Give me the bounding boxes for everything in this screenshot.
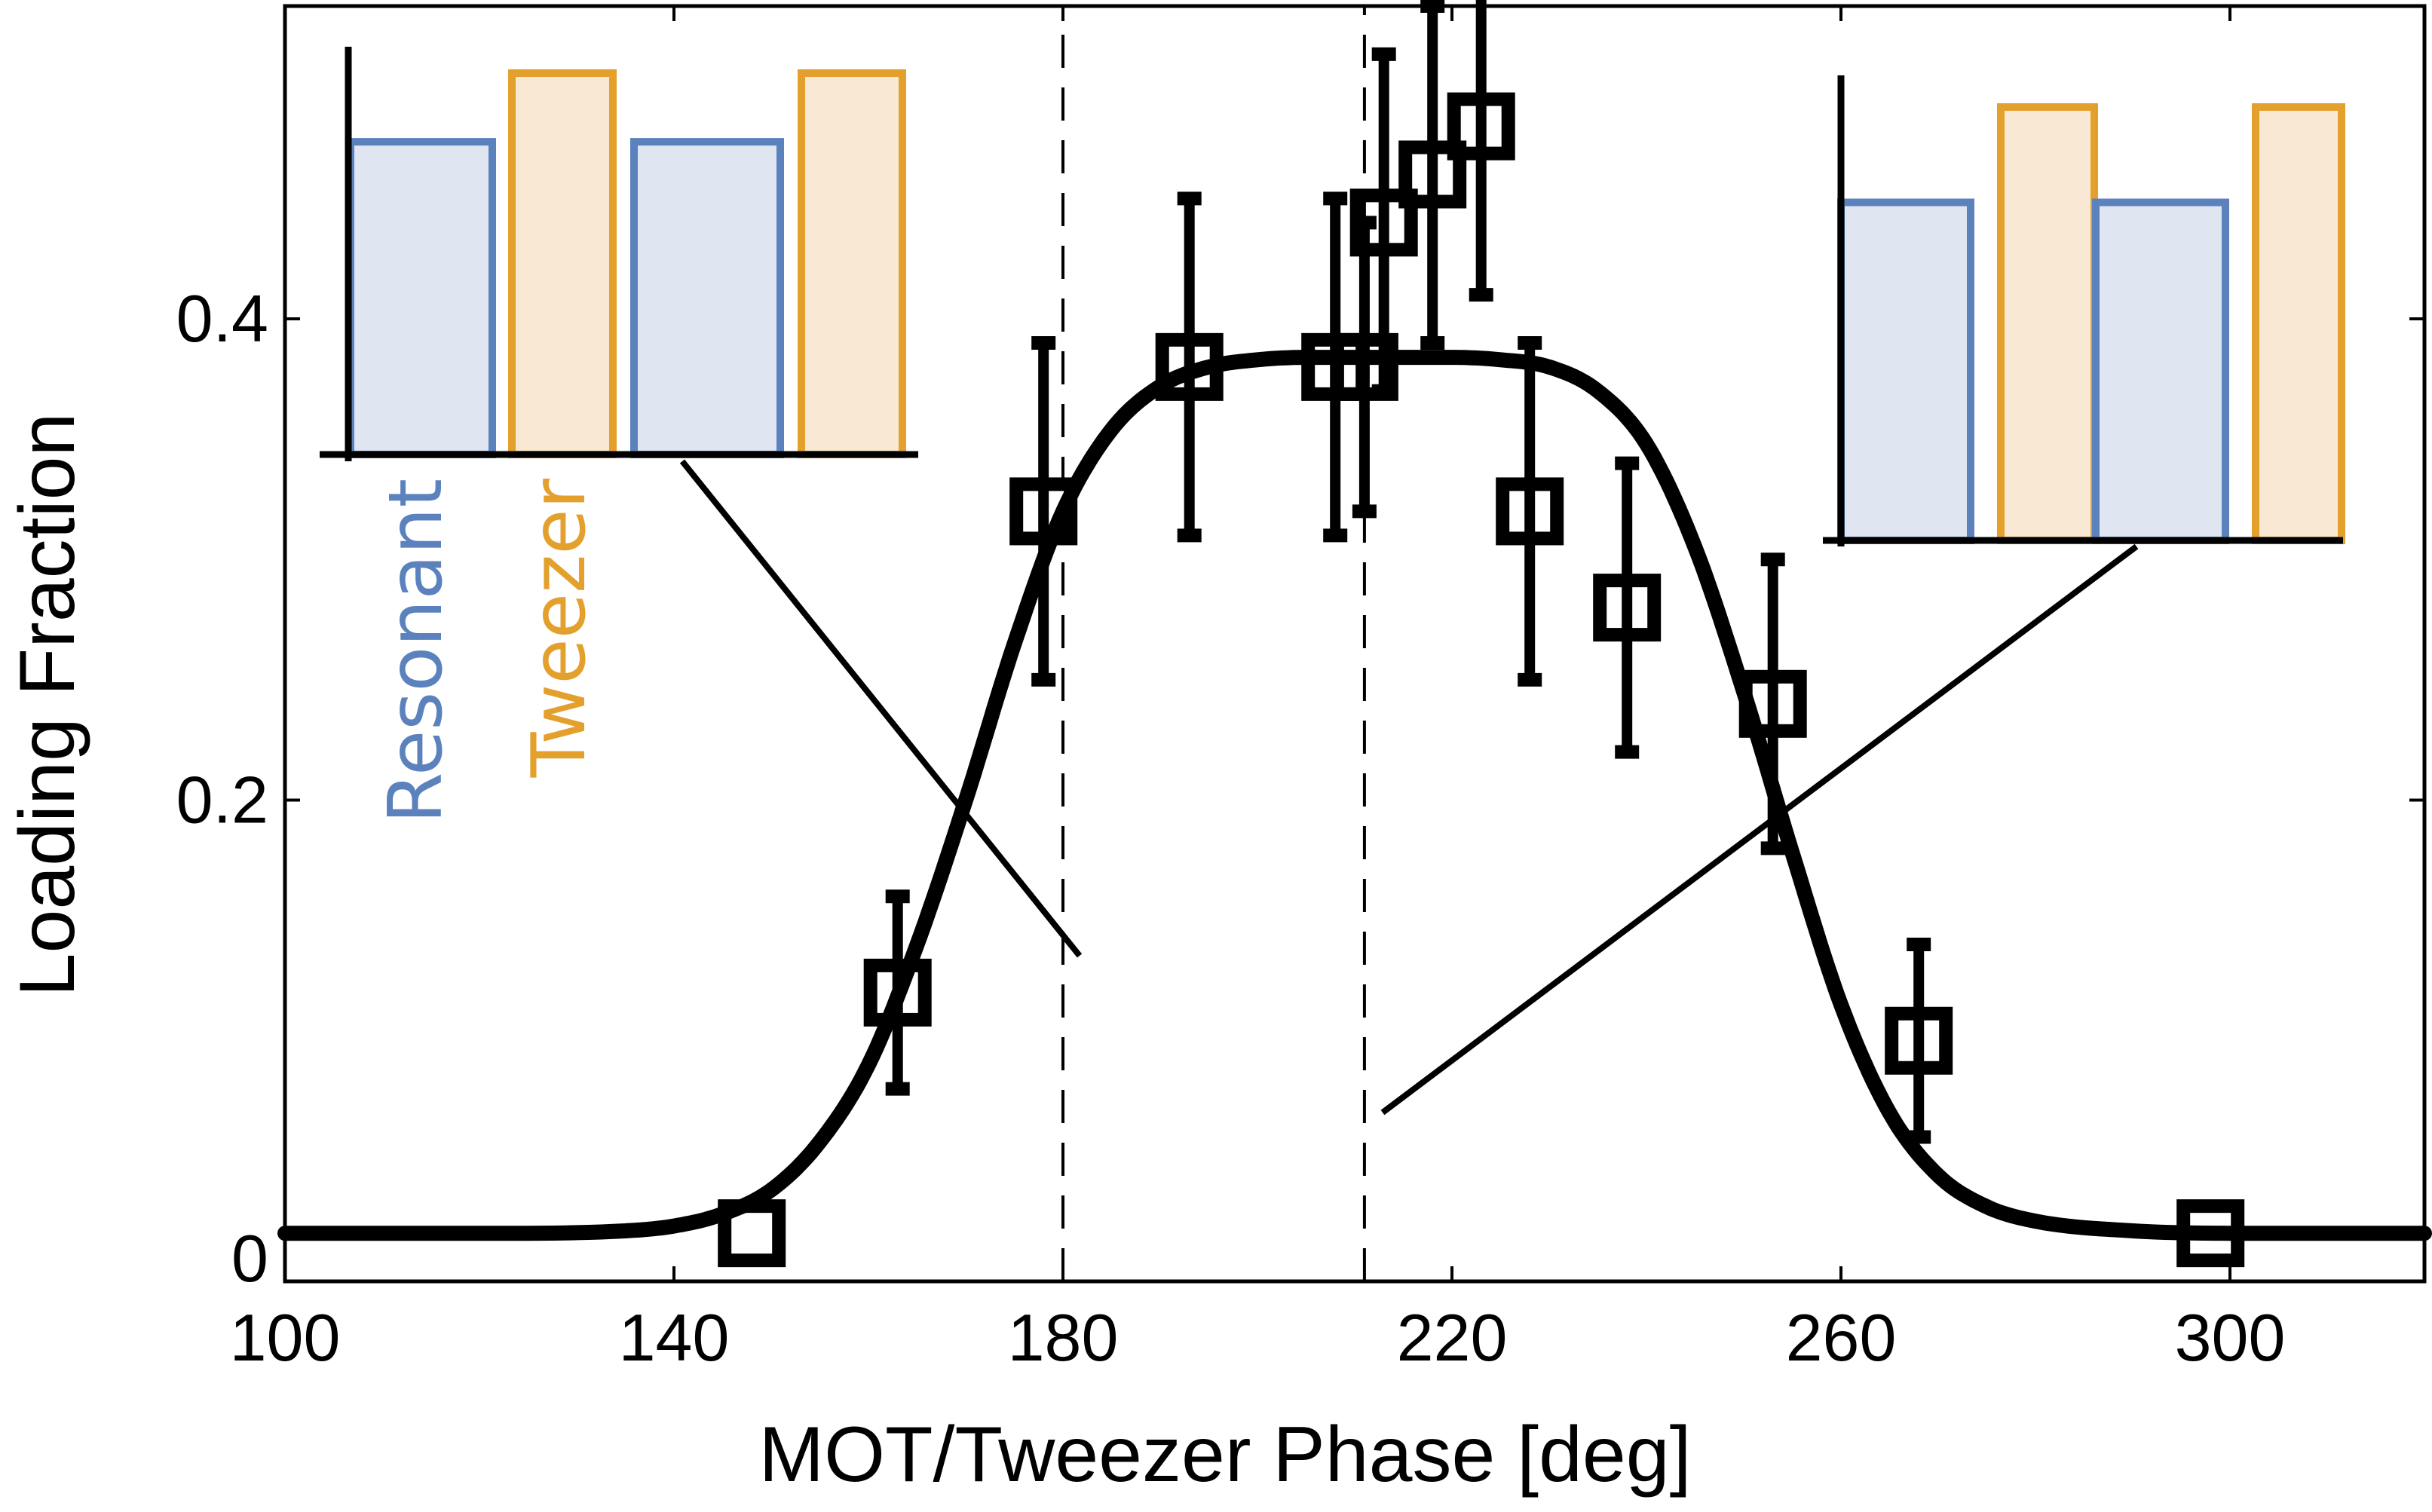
fit-curve	[277, 350, 2432, 1241]
reference-lines	[1061, 6, 1366, 1281]
inset-bar-tweezer	[798, 69, 906, 458]
inset-bar-tweezer	[2252, 103, 2345, 544]
x-axis-title: MOT/Tweezer Phase [deg]	[759, 1411, 1692, 1498]
data-point	[863, 889, 932, 1096]
square-marker	[718, 1199, 786, 1268]
square-marker	[1398, 140, 1467, 209]
y-axis-title: Loading Fraction	[4, 413, 91, 997]
axis-ticks: 100 140 180 220 260 300 0 0.2 0.4	[176, 6, 2424, 1375]
inset-label-tweezer: Tweezer	[516, 478, 602, 778]
data-point	[1155, 191, 1224, 543]
fit-curve-group	[277, 350, 2432, 1241]
data-point	[1398, 0, 1467, 350]
square-marker	[1738, 669, 1807, 738]
data-point	[1349, 47, 1418, 398]
inset-bar-resonant	[347, 138, 496, 459]
square-marker	[1155, 332, 1224, 401]
square-marker	[2176, 1199, 2245, 1268]
inset-bar-tweezer	[1997, 103, 2098, 544]
inset-label-resonant: Resonant	[373, 479, 459, 824]
data-points	[718, 0, 2245, 1268]
x-tick-label: 140	[619, 1300, 730, 1375]
inset-pointer-lines	[679, 459, 2139, 1116]
data-point	[1496, 335, 1564, 687]
data-point	[1009, 335, 1078, 687]
x-tick-label: 300	[2175, 1300, 2286, 1375]
y-tick-label: 0.2	[176, 763, 268, 837]
x-tick-label: 220	[1397, 1300, 1508, 1375]
square-marker	[1496, 477, 1564, 546]
inset-bar-resonant	[1837, 198, 1974, 544]
data-point	[1885, 938, 1953, 1144]
x-tick-label: 100	[230, 1300, 341, 1375]
inset-bar-chart	[320, 47, 918, 461]
square-marker	[1885, 1006, 1953, 1075]
inset-bar-charts: Resonant Tweezer	[320, 47, 2345, 824]
plot-frame-rect	[283, 4, 2427, 1284]
inset-bar-resonant	[2092, 198, 2229, 544]
y-tick-label: 0	[231, 1221, 268, 1296]
square-marker	[1009, 477, 1078, 546]
x-tick-label: 260	[1786, 1300, 1897, 1375]
data-point	[1738, 552, 1807, 855]
y-tick-label: 0.4	[176, 281, 268, 356]
square-marker	[1349, 188, 1418, 257]
square-marker	[1330, 332, 1398, 401]
inset-pointer-line	[1380, 543, 2139, 1116]
square-marker	[863, 958, 932, 1027]
inset-bar-tweezer	[508, 69, 617, 458]
square-marker	[1593, 574, 1662, 642]
inset-bar-chart	[1823, 75, 2345, 546]
data-point	[2176, 1199, 2245, 1268]
inset-pointer-line	[679, 459, 1083, 958]
x-tick-label: 180	[1008, 1300, 1119, 1375]
plot-frame	[283, 4, 2427, 1284]
data-point	[1593, 456, 1662, 759]
square-marker	[1447, 92, 1515, 161]
data-point	[718, 1199, 786, 1268]
data-point	[1447, 0, 1515, 302]
inset-bar-resonant	[630, 138, 784, 459]
